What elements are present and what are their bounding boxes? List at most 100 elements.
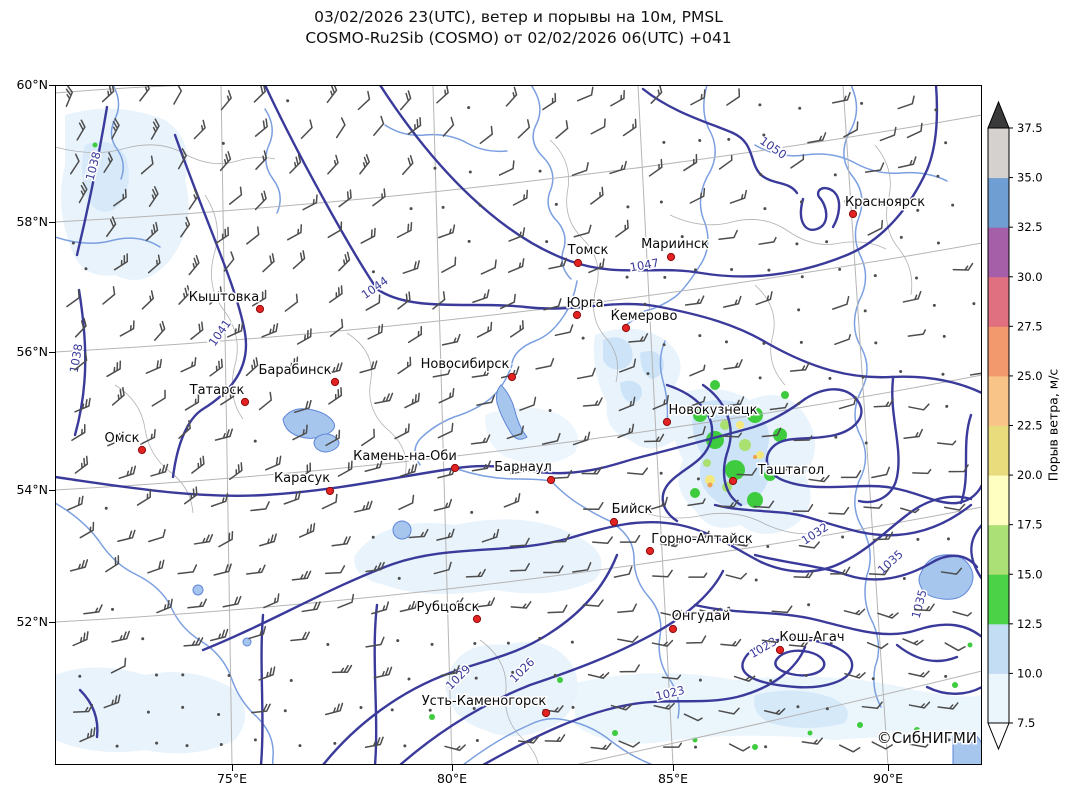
wind-barb xyxy=(300,119,313,139)
wind-barb xyxy=(699,607,721,615)
wind-barb xyxy=(763,708,786,715)
calm-wind-dot xyxy=(553,673,557,677)
wind-barb xyxy=(148,186,159,207)
wind-barb xyxy=(618,396,636,412)
wind-barb xyxy=(321,493,338,510)
wind-barb xyxy=(726,88,741,106)
wind-barb xyxy=(218,530,234,548)
path-graphic xyxy=(753,553,979,581)
lat-tick-label: 52°N xyxy=(16,614,48,629)
calm-wind-dot xyxy=(758,103,762,107)
city-marker xyxy=(666,252,676,262)
wind-barb xyxy=(222,595,242,608)
calm-wind-dot xyxy=(916,208,920,212)
city-label: Барнаул xyxy=(494,460,552,475)
path-graphic xyxy=(693,603,982,639)
wind-barb xyxy=(969,364,982,376)
figure-title: 03/02/2026 23(UTC), ветер и порывы на 10… xyxy=(55,7,982,49)
wind-barb xyxy=(443,597,464,606)
wind-barb xyxy=(588,258,605,274)
wind-barb xyxy=(465,568,486,578)
wind-barb xyxy=(324,362,343,375)
wind-barb xyxy=(761,638,782,644)
wind-barb xyxy=(438,224,456,239)
calm-wind-dot xyxy=(797,308,801,312)
calm-wind-dot xyxy=(478,203,482,207)
wind-barb xyxy=(105,555,120,573)
calm-wind-dot xyxy=(467,239,471,243)
wind-barb xyxy=(936,440,957,446)
wind-barb xyxy=(215,226,230,245)
path-graphic xyxy=(659,340,669,426)
wind-barb xyxy=(328,285,343,303)
colorbar-tick-label: 27.5 xyxy=(1017,319,1043,333)
wind-barb xyxy=(361,428,375,447)
wind-barb xyxy=(519,396,537,411)
wind-barb xyxy=(660,540,682,548)
path-graphic xyxy=(313,433,340,453)
wind-barb xyxy=(758,236,777,245)
lon-tick-mark xyxy=(452,765,453,771)
calm-wind-dot xyxy=(470,510,474,514)
wind-barb xyxy=(228,186,243,205)
wind-barb xyxy=(829,566,851,575)
wind-barb xyxy=(753,500,775,509)
wind-barb xyxy=(798,541,820,549)
wind-barb xyxy=(844,672,866,679)
calm-wind-dot xyxy=(430,642,434,646)
wind-barb xyxy=(188,188,199,210)
lat-tick-mark xyxy=(49,222,55,223)
calm-wind-dot xyxy=(155,741,159,745)
calm-wind-dot xyxy=(502,703,506,707)
calm-wind-dot xyxy=(359,706,363,710)
wind-barb xyxy=(258,666,276,681)
wind-barb xyxy=(643,433,665,443)
wind-barb xyxy=(688,530,710,539)
wind-barb xyxy=(510,601,532,609)
city-label: Новокузнецк xyxy=(668,403,757,418)
city-label: Горно-Алтайск xyxy=(651,532,753,547)
wind-barb xyxy=(832,296,850,310)
wind-barb xyxy=(653,702,675,710)
wind-barb xyxy=(617,423,635,439)
wind-barb xyxy=(903,428,923,440)
wind-barb xyxy=(78,181,88,204)
calm-wind-dot xyxy=(696,477,700,481)
wind-barb xyxy=(718,229,738,240)
graticule-layer xyxy=(55,85,982,765)
path-graphic xyxy=(701,383,743,507)
wind-barb xyxy=(722,432,743,438)
path-graphic xyxy=(75,105,109,257)
wind-barb xyxy=(897,95,915,110)
wind-barb xyxy=(354,500,373,513)
calm-wind-dot xyxy=(762,133,766,137)
wind-barb xyxy=(730,539,753,547)
wind-barb xyxy=(74,352,88,371)
path-graphic xyxy=(378,85,939,278)
path-graphic xyxy=(55,374,982,491)
wind-barb xyxy=(801,737,823,745)
wind-barb xyxy=(209,358,223,377)
wind-barb xyxy=(359,360,378,374)
wind-barb xyxy=(650,496,668,510)
calm-wind-dot xyxy=(227,674,231,678)
city-marker xyxy=(325,486,335,496)
wind-barb xyxy=(118,465,137,480)
wind-barb xyxy=(840,470,862,479)
wind-barb xyxy=(543,565,564,574)
calm-wind-dot xyxy=(154,673,158,677)
map-area: 1038 1038 1041 1044 1047 1050 1032 1035 1035 1029… xyxy=(55,85,982,765)
wind-barb xyxy=(944,642,966,652)
wind-barb xyxy=(148,528,166,543)
wind-barb xyxy=(720,638,742,647)
wind-barb xyxy=(290,631,310,642)
path-graphic xyxy=(959,413,973,505)
path-graphic xyxy=(952,731,982,765)
wind-barb xyxy=(868,567,890,576)
calm-wind-dot xyxy=(828,376,832,380)
calm-wind-dot xyxy=(649,238,653,242)
wind-barb xyxy=(402,155,414,176)
wind-barb xyxy=(507,258,525,273)
path-graphic xyxy=(201,495,973,652)
calm-wind-dot xyxy=(571,705,575,709)
